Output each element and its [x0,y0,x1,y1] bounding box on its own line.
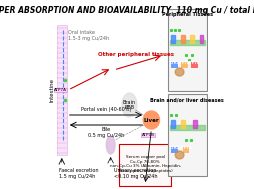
Bar [171,35,174,43]
Bar [171,120,174,128]
Text: ATP7B: ATP7B [141,133,154,137]
Text: Bile
0.5 mg Cu/24h: Bile 0.5 mg Cu/24h [88,127,124,138]
Bar [180,120,184,128]
Ellipse shape [143,111,159,129]
FancyBboxPatch shape [171,62,177,68]
Text: Intestine: Intestine [49,78,54,102]
FancyBboxPatch shape [167,9,206,91]
Bar [169,125,204,130]
FancyBboxPatch shape [119,144,170,186]
Ellipse shape [106,136,115,154]
Ellipse shape [174,151,183,159]
Text: Brain
BBB: Brain BBB [122,100,135,110]
Text: ATP7A: ATP7A [178,61,190,65]
Text: Serum copper pool
Cu-Cp 70-80%
non-Cp-Cu 3% (Albumin, Hepcidin,
Transcuprin, tet: Serum copper pool Cu-Cp 70-80% non-Cp-Cu… [109,155,180,173]
FancyBboxPatch shape [171,147,177,153]
Circle shape [121,93,136,117]
Text: Portal vein (40-60%): Portal vein (40-60%) [81,107,131,112]
FancyBboxPatch shape [182,147,188,153]
Text: Faecal excretion
1.5 mg Cu/24h: Faecal excretion 1.5 mg Cu/24h [58,168,98,179]
Bar [180,35,184,43]
Text: Brain and/or liver diseases: Brain and/or liver diseases [150,97,223,102]
Bar [169,40,204,45]
FancyBboxPatch shape [190,62,197,68]
Text: Oral intake
1.5-3 mg Cu/24h: Oral intake 1.5-3 mg Cu/24h [68,30,109,41]
Text: Liver: Liver [143,118,158,122]
FancyBboxPatch shape [167,94,206,176]
Text: Peripheral Tissues: Peripheral Tissues [161,12,212,17]
FancyBboxPatch shape [57,25,67,155]
Text: ATP7A: ATP7A [54,88,67,92]
Bar [199,35,203,43]
FancyBboxPatch shape [181,62,187,68]
Ellipse shape [174,68,183,76]
Text: ATP7B: ATP7B [188,61,200,65]
Text: CTR1: CTR1 [169,146,179,150]
Text: Urinary excretion
<0.10 mg Cu/24h: Urinary excretion <0.10 mg Cu/24h [113,168,157,179]
Text: ATP7A: ATP7A [179,146,192,150]
Bar [189,35,193,43]
Text: Other peripheral tissues: Other peripheral tissues [97,52,173,57]
Bar [193,120,196,128]
Text: CTR1: CTR1 [169,61,179,65]
Text: COPPER ABSORPTION AND BIOAVAILABILITY  110 mg Cu / total body: COPPER ABSORPTION AND BIOAVAILABILITY 11… [0,6,254,15]
